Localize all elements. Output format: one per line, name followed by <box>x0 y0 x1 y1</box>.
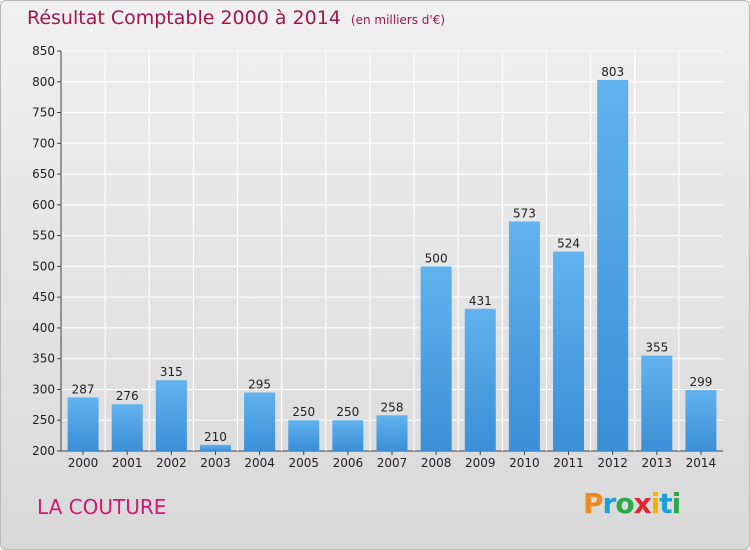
bar <box>508 221 540 451</box>
y-tick-label: 600 <box>32 198 55 212</box>
bar-value-label: 258 <box>381 400 404 414</box>
y-tick-label: 350 <box>32 352 55 366</box>
y-tick-label: 250 <box>32 413 55 427</box>
x-tick-label: 2001 <box>112 456 143 470</box>
bar <box>155 380 187 451</box>
y-tick-label: 450 <box>32 290 55 304</box>
bar <box>67 397 99 451</box>
x-tick-label: 2013 <box>642 456 673 470</box>
bar <box>199 444 231 451</box>
bar <box>244 392 276 451</box>
logo-letter: x <box>633 487 652 520</box>
logo-letter: t <box>659 487 672 520</box>
logo-letter: r <box>602 487 617 520</box>
bar <box>685 390 717 451</box>
x-tick-label: 2012 <box>597 456 628 470</box>
y-tick-label: 500 <box>32 259 55 273</box>
bar-value-label: 573 <box>513 206 536 220</box>
bar <box>464 308 496 451</box>
bar <box>376 415 408 451</box>
x-tick-label: 2000 <box>68 456 99 470</box>
y-tick-label: 750 <box>32 106 55 120</box>
y-tick-label: 200 <box>32 444 55 458</box>
bar-value-label: 210 <box>204 430 227 444</box>
bar-value-label: 431 <box>469 294 492 308</box>
bar <box>641 355 673 451</box>
bar <box>111 404 143 451</box>
bar-value-label: 287 <box>72 382 95 396</box>
x-tick-label: 2004 <box>244 456 275 470</box>
bar <box>332 420 364 451</box>
logo-letter: o <box>615 487 634 520</box>
x-tick-label: 2006 <box>333 456 364 470</box>
bar-value-label: 299 <box>689 375 712 389</box>
chart-unit: (en milliers d'€) <box>350 13 446 27</box>
commune-name: LA COUTURE <box>37 495 167 519</box>
x-tick-label: 2002 <box>156 456 187 470</box>
bar-value-label: 315 <box>160 365 183 379</box>
proxiti-logo: Proxiti <box>583 487 682 520</box>
y-tick-label: 700 <box>32 136 55 150</box>
bar-value-label: 295 <box>248 378 271 392</box>
y-tick-label: 550 <box>32 229 55 243</box>
bar <box>288 420 320 451</box>
bar-value-label: 355 <box>645 341 668 355</box>
y-tick-label: 850 <box>32 44 55 58</box>
bar-value-label: 250 <box>292 405 315 419</box>
bar-value-label: 524 <box>557 237 580 251</box>
x-tick-label: 2011 <box>553 456 584 470</box>
x-tick-label: 2008 <box>421 456 452 470</box>
bar <box>420 266 452 451</box>
y-tick-label: 300 <box>32 382 55 396</box>
y-tick-label: 400 <box>32 321 55 335</box>
x-tick-label: 2010 <box>509 456 540 470</box>
bar-value-label: 500 <box>425 251 448 265</box>
logo-letter: i <box>650 487 661 520</box>
y-tick-label: 800 <box>32 75 55 89</box>
x-tick-label: 2014 <box>686 456 717 470</box>
bar-value-label: 276 <box>116 389 139 403</box>
logo-letter: P <box>583 487 604 520</box>
bar-value-label: 803 <box>601 65 624 79</box>
logo-letter: i <box>671 487 682 520</box>
chart-title-text: Résultat Comptable 2000 à 2014 <box>27 7 341 29</box>
x-tick-label: 2005 <box>288 456 319 470</box>
y-tick-label: 650 <box>32 167 55 181</box>
x-tick-label: 2003 <box>200 456 231 470</box>
chart-title: Résultat Comptable 2000 à 2014 (en millie… <box>27 7 445 29</box>
bar-value-label: 250 <box>336 405 359 419</box>
x-tick-label: 2007 <box>377 456 408 470</box>
bar <box>597 79 629 451</box>
x-tick-label: 2009 <box>465 456 496 470</box>
bar <box>553 251 585 451</box>
